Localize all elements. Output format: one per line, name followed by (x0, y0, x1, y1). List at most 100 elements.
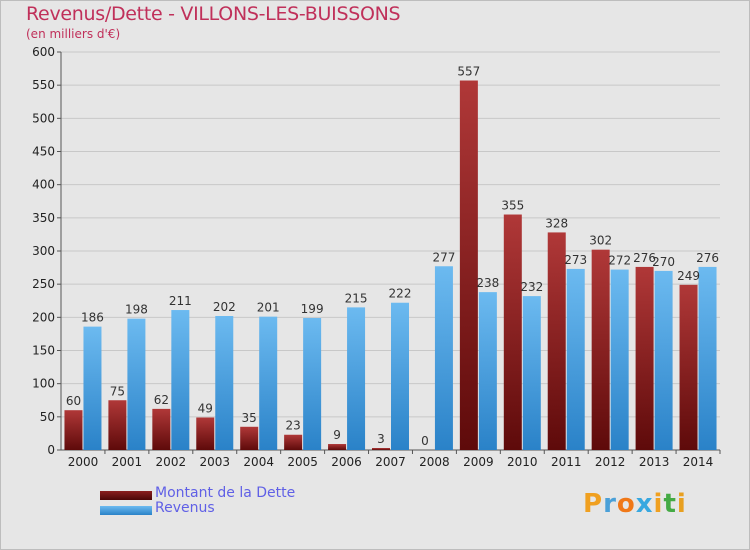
x-tick-label: 2006 (331, 455, 362, 469)
data-label-dette-2011: 328 (545, 216, 568, 230)
bar-revenus-2006 (347, 307, 366, 450)
logo-letter: t (663, 489, 677, 519)
data-label-revenus-2014: 276 (696, 251, 719, 265)
legend-swatch-dette (100, 491, 152, 500)
bar-dette-2005 (284, 434, 303, 450)
bar-dette-2001 (108, 400, 127, 450)
proxiti-logo: Proxiti (583, 489, 687, 519)
y-tick-label: 550 (32, 78, 55, 92)
data-label-dette-2006: 9 (333, 428, 341, 442)
y-tick-label: 50 (40, 410, 55, 424)
data-label-dette-2014: 249 (677, 269, 700, 283)
legend-label-dette: Montant de la Dette (155, 485, 296, 501)
chart-title: Revenus/Dette - VILLONS-LES-BUISSONS (26, 3, 401, 25)
y-tick-label: 450 (32, 145, 55, 159)
y-tick-label: 400 (32, 178, 55, 192)
bar-dette-2006 (328, 444, 347, 450)
bar-dette-2009 (459, 80, 478, 451)
grid-lines (61, 51, 720, 451)
y-tick-label: 500 (32, 111, 55, 125)
bar-revenus-2012 (610, 269, 629, 450)
x-tick-label: 2008 (419, 455, 450, 469)
x-tick-label: 2005 (287, 455, 318, 469)
x-tick-label: 2001 (112, 455, 143, 469)
data-label-dette-2010: 355 (501, 199, 524, 213)
chart-subtitle: (en milliers d'€) (26, 27, 121, 41)
data-label-dette-2005: 23 (285, 419, 300, 433)
bar-dette-2013 (635, 266, 654, 450)
labels: 60 186 75 198 62 211 49 202 35 201 23 199 9 215 3 222 0 2… (66, 65, 719, 448)
legend-label-revenus: Revenus (155, 500, 215, 516)
x-tick-label: 2004 (243, 455, 274, 469)
data-label-revenus-2010: 232 (520, 280, 543, 294)
bar-dette-2010 (503, 214, 522, 450)
bar-dette-2003 (196, 417, 215, 450)
x-tick-label: 2013 (639, 455, 670, 469)
data-label-dette-2004: 35 (242, 411, 257, 425)
logo-letter: r (603, 489, 617, 519)
y-tick-label: 200 (32, 310, 55, 324)
logo-letter: P (583, 489, 604, 519)
data-label-revenus-2000: 186 (81, 311, 104, 325)
y-tick-label: 600 (32, 45, 55, 59)
data-label-revenus-2011: 273 (564, 253, 587, 267)
bar-revenus-2010 (522, 296, 541, 450)
data-label-revenus-2013: 270 (652, 255, 675, 269)
x-tick-label: 2009 (463, 455, 494, 469)
bar-revenus-2007 (391, 302, 409, 450)
bar-revenus-2004 (259, 316, 278, 450)
x-tick-label: 2011 (551, 455, 582, 469)
logo-letter: x (635, 489, 654, 519)
bar-dette-2012 (591, 249, 610, 450)
data-label-revenus-2002: 211 (169, 294, 192, 308)
data-label-revenus-2009: 238 (476, 276, 499, 290)
logo-letter: o (616, 489, 636, 519)
bar-revenus-2002 (171, 310, 190, 450)
data-label-dette-2009: 557 (457, 65, 480, 79)
x-tick-label: 2003 (199, 455, 230, 469)
bar-revenus-2009 (478, 292, 497, 450)
data-label-revenus-2012: 272 (608, 254, 631, 268)
data-label-revenus-2001: 198 (125, 303, 148, 317)
data-label-revenus-2008: 277 (432, 250, 455, 264)
bar-dette-2014 (679, 284, 698, 450)
logo-letter: i (676, 489, 687, 519)
data-label-dette-2003: 49 (198, 401, 213, 415)
bar-dette-2000 (64, 410, 83, 450)
bar-revenus-2003 (215, 316, 234, 450)
bar-revenus-2014 (698, 266, 717, 450)
y-tick-label: 250 (32, 277, 55, 291)
x-tick-label: 2010 (507, 455, 538, 469)
data-label-revenus-2004: 201 (257, 301, 280, 315)
data-label-dette-2012: 302 (589, 234, 612, 248)
bar-revenus-2001 (127, 318, 146, 450)
bar-revenus-2011 (566, 268, 585, 450)
bar-revenus-2013 (654, 270, 673, 450)
y-tick-label: 100 (32, 377, 55, 391)
bars (64, 80, 717, 451)
y-tick-label: 350 (32, 211, 55, 225)
bar-dette-2007 (372, 448, 390, 450)
data-label-dette-2008: 0 (421, 434, 429, 448)
bar-dette-2011 (547, 232, 566, 450)
x-tick-label: 2012 (595, 455, 626, 469)
x-tick-label: 2014 (683, 455, 714, 469)
data-label-revenus-2007: 222 (389, 287, 412, 301)
data-label-revenus-2003: 202 (213, 300, 236, 314)
data-label-revenus-2006: 215 (345, 291, 368, 305)
data-label-dette-2001: 75 (110, 384, 125, 398)
x-tick-label: 2002 (156, 455, 187, 469)
data-label-dette-2000: 60 (66, 394, 81, 408)
data-label-dette-2013: 276 (633, 251, 656, 265)
axes: 0501001502002503003504004505005506002000… (32, 45, 721, 469)
y-tick-label: 0 (47, 443, 55, 457)
data-label-dette-2007: 3 (377, 432, 385, 446)
bar-dette-2002 (152, 408, 171, 450)
bar-revenus-2008 (434, 266, 453, 450)
data-label-revenus-2005: 199 (301, 302, 324, 316)
data-label-dette-2002: 62 (154, 393, 169, 407)
bar-revenus-2005 (303, 317, 322, 450)
bar-revenus-2000 (83, 326, 102, 450)
x-tick-label: 2000 (68, 455, 99, 469)
